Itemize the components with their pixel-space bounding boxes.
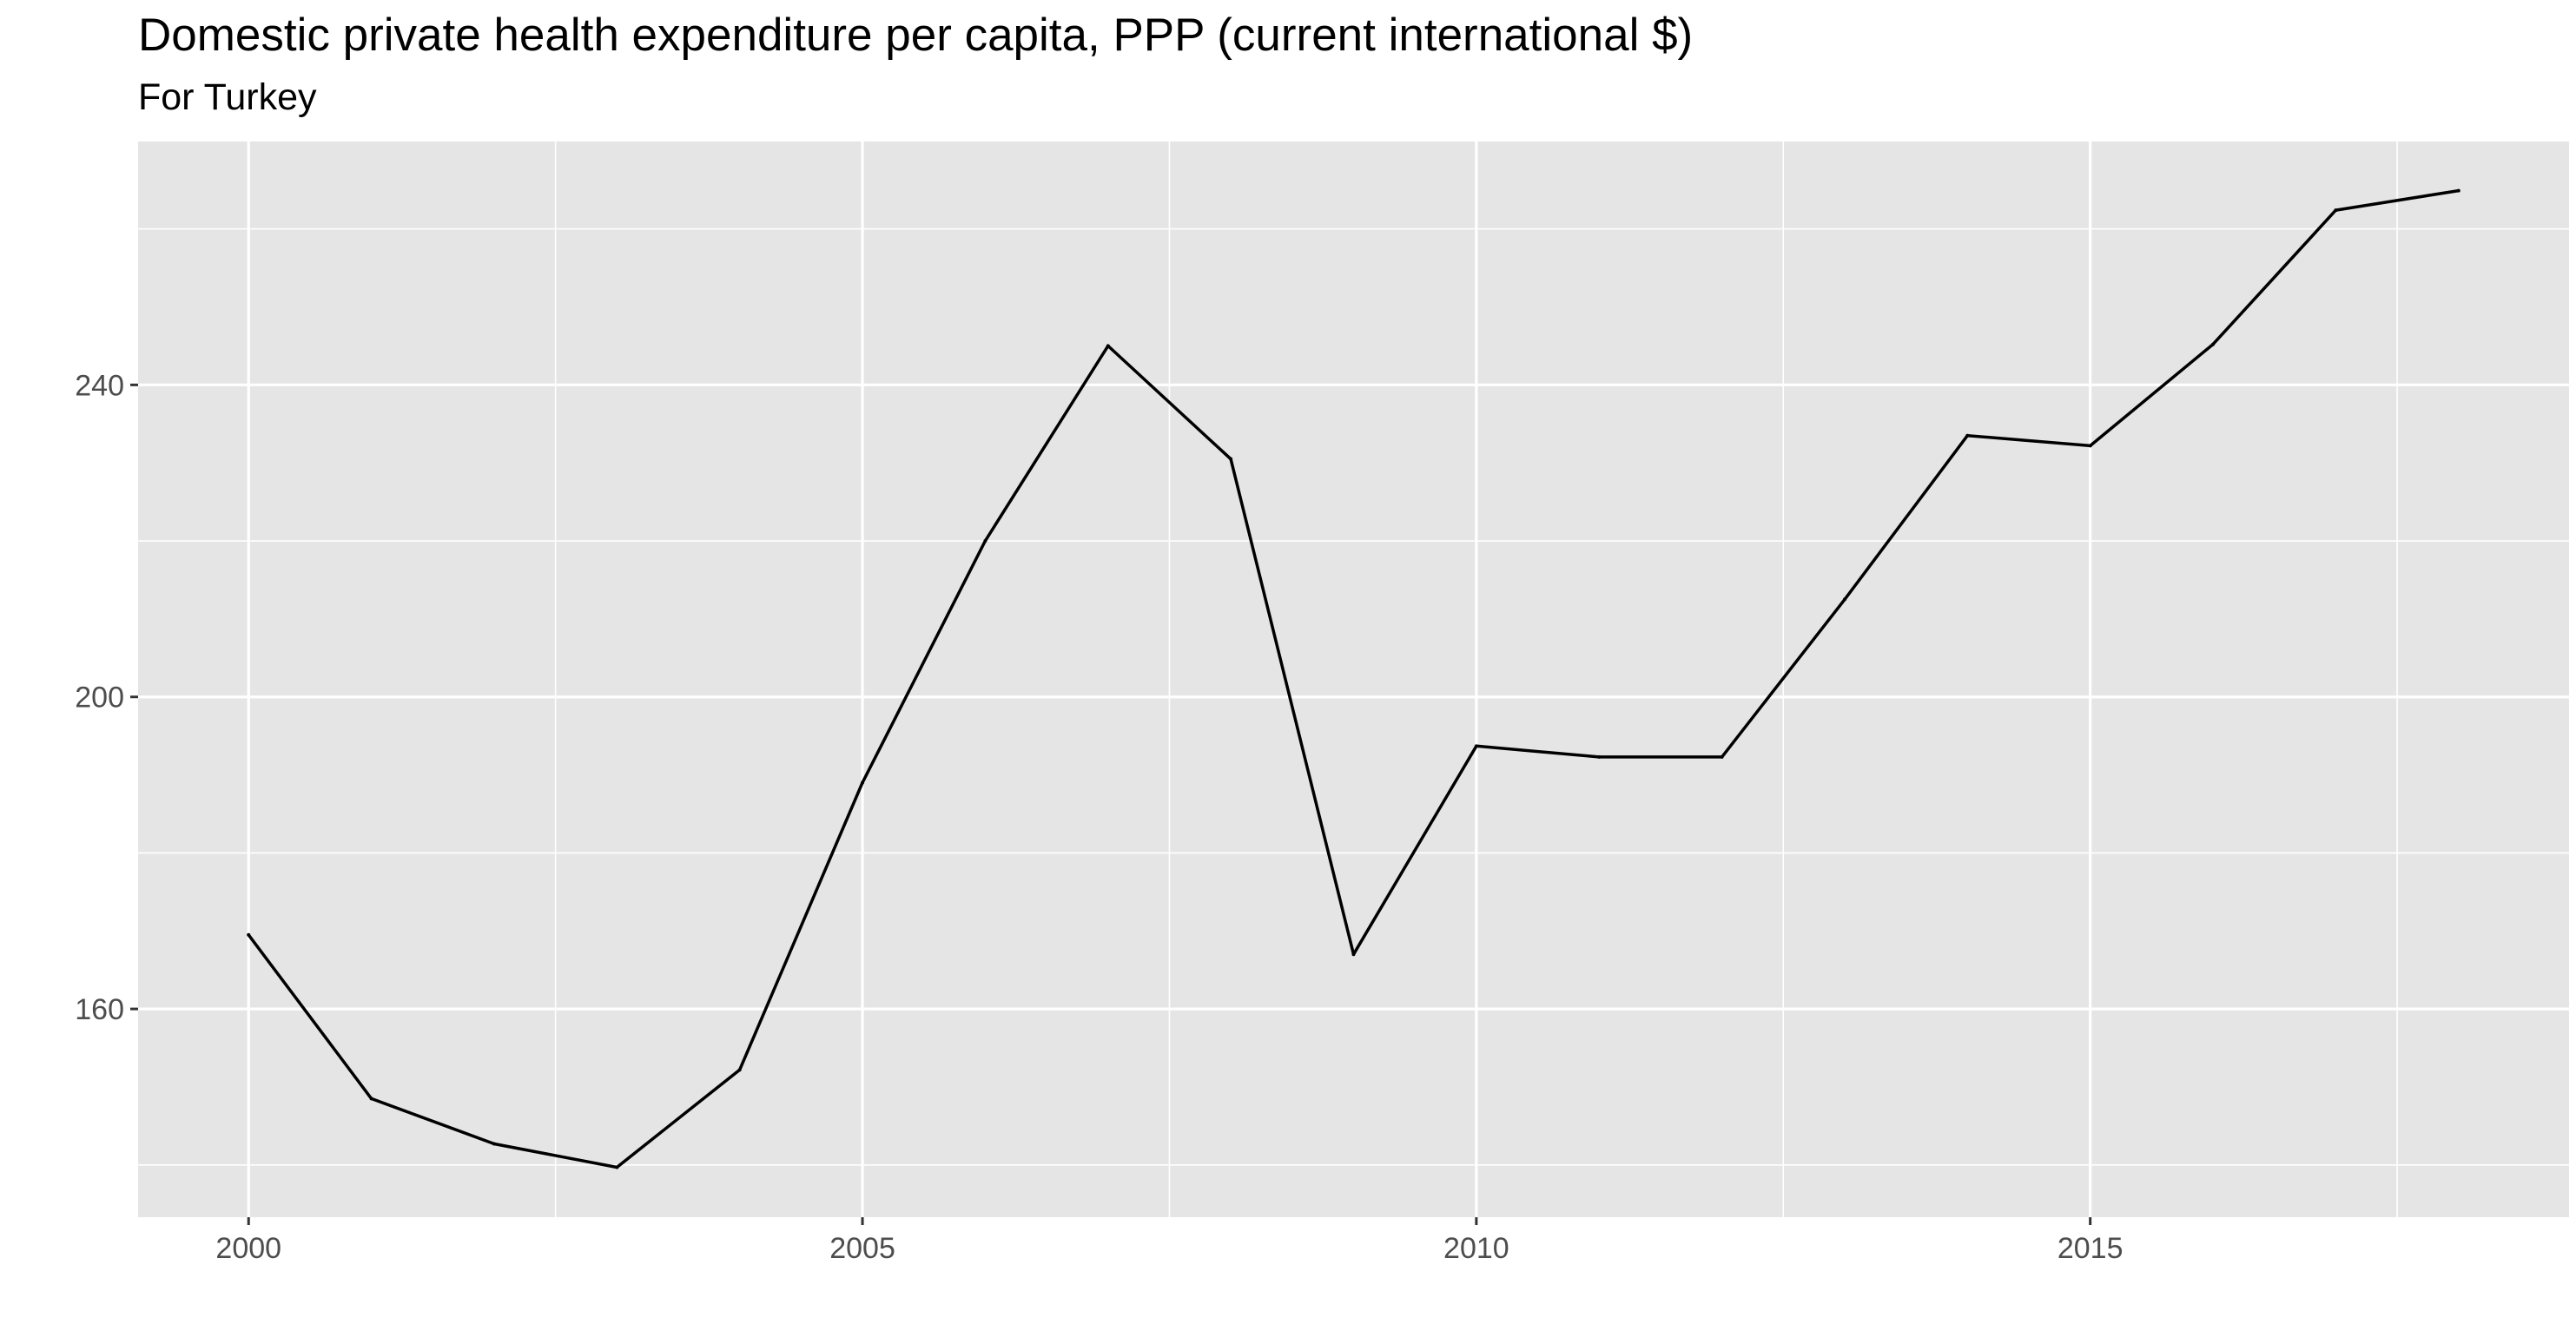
x-tick-label: 2000: [215, 1232, 281, 1265]
data-point: [2211, 342, 2216, 346]
data-point: [615, 1165, 619, 1169]
data-point: [1965, 433, 1970, 438]
axis-tick-labels: 2000 2005 2010 2015 160 200 240: [75, 369, 2123, 1265]
major-gridlines: [138, 142, 2569, 1217]
chart-subtitle: For Turkey: [138, 76, 317, 118]
data-points: [247, 188, 2460, 1169]
x-tick-label: 2015: [2057, 1232, 2124, 1265]
y-tick-label: 160: [75, 993, 124, 1026]
data-point: [1842, 597, 1846, 602]
y-tick-label: 240: [75, 369, 124, 402]
data-point: [737, 1068, 742, 1072]
x-tick-label: 2005: [829, 1232, 895, 1265]
data-point: [1597, 754, 1602, 759]
data-point: [2088, 444, 2092, 448]
data-point: [1351, 952, 1356, 957]
chart-title: Domestic private health expenditure per …: [138, 10, 1694, 61]
data-point: [983, 539, 987, 543]
data-point: [369, 1097, 373, 1101]
data-point: [1106, 344, 1110, 348]
data-point: [2334, 208, 2338, 213]
data-point: [1720, 754, 1724, 759]
data-point: [247, 932, 251, 937]
data-point: [492, 1142, 496, 1146]
minor-gridlines: [138, 142, 2569, 1217]
data-point: [1229, 457, 1233, 461]
data-point: [2456, 188, 2460, 193]
x-tick-label: 2010: [1443, 1232, 1509, 1265]
data-point: [861, 781, 865, 785]
y-tick-label: 200: [75, 682, 124, 715]
axis-ticks: [130, 383, 2092, 1225]
data-point: [1474, 744, 1478, 748]
plot-panel: [138, 142, 2569, 1217]
